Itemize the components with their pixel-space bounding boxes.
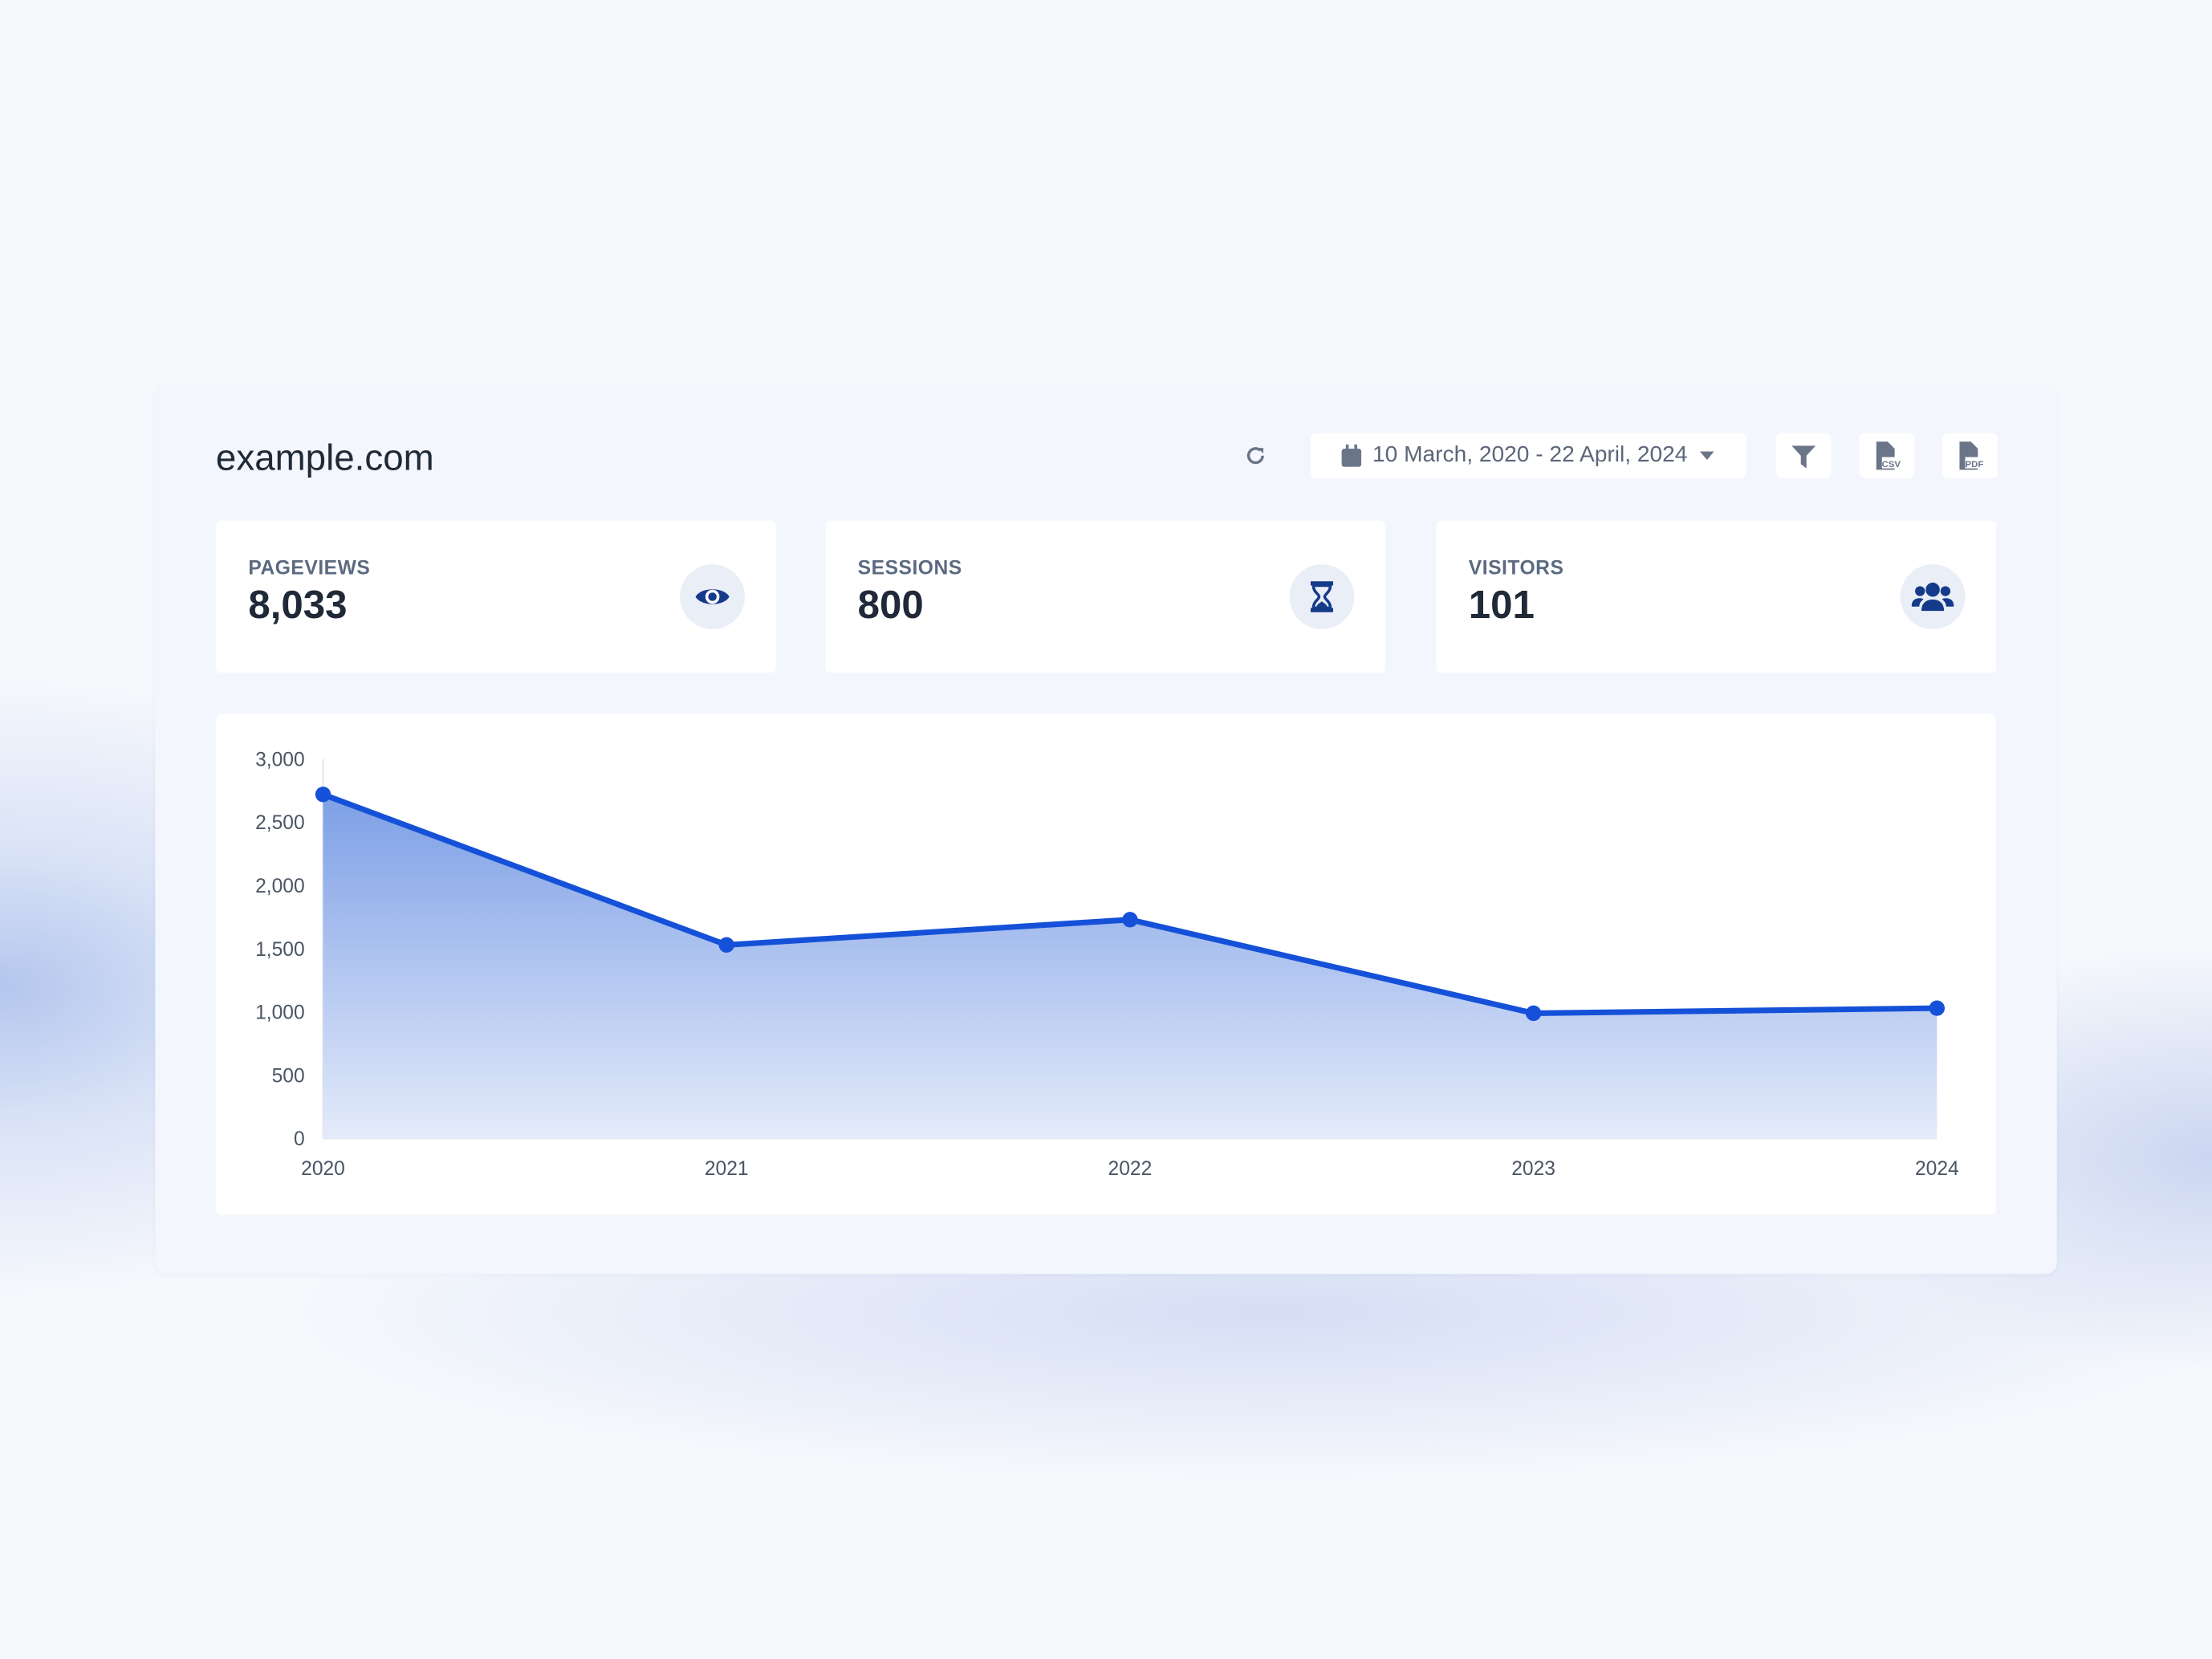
x-tick-label: 2020 — [301, 1158, 345, 1180]
data-point — [1122, 912, 1138, 928]
calendar-icon — [1341, 444, 1361, 467]
export-csv-button[interactable]: CSV — [1859, 433, 1915, 478]
site-title: example.com — [215, 436, 434, 478]
stat-value: 8,033 — [248, 582, 348, 627]
x-tick-label: 2022 — [1108, 1158, 1153, 1180]
data-point — [1525, 1005, 1542, 1022]
stat-card-sessions: SESSIONS 800 — [825, 520, 1386, 673]
eye-icon — [680, 564, 746, 629]
x-tick-label: 2024 — [1915, 1158, 1959, 1180]
chevron-down-icon — [1700, 451, 1714, 461]
pdf-file-icon: PDF — [1958, 441, 1983, 470]
data-point — [718, 937, 734, 953]
y-tick-label: 500 — [272, 1065, 305, 1087]
y-tick-label: 0 — [294, 1128, 305, 1150]
stat-value: 101 — [1468, 582, 1535, 627]
y-tick-label: 1,000 — [255, 1002, 305, 1024]
svg-text:CSV: CSV — [1881, 460, 1900, 470]
chart-svg: 0 500 1,000 1,500 2,000 2,500 3,000 2020 2021 202… — [255, 749, 1959, 1180]
svg-text:PDF: PDF — [1965, 460, 1983, 470]
stat-label: VISITORS — [1468, 555, 1564, 579]
export-pdf-button[interactable]: PDF — [1942, 433, 1998, 478]
filter-button[interactable] — [1775, 433, 1832, 478]
refresh-icon — [1246, 447, 1264, 465]
data-point — [315, 787, 331, 803]
y-tick-label: 2,500 — [255, 812, 305, 834]
filter-icon — [1791, 445, 1816, 468]
date-range-picker[interactable]: 10 March, 2020 - 22 April, 2024 — [1310, 433, 1747, 478]
stat-label: SESSIONS — [857, 555, 962, 579]
refresh-button[interactable] — [1238, 433, 1275, 478]
csv-file-icon: CSV — [1875, 441, 1900, 470]
x-tick-label: 2021 — [705, 1158, 749, 1180]
users-icon — [1900, 564, 1966, 629]
stat-card-visitors: VISITORS 101 — [1436, 520, 1997, 673]
data-point — [1929, 1000, 1945, 1016]
dashboard-card: example.com 10 March, 2020 - 22 April, 2… — [155, 384, 2057, 1275]
stat-label: PAGEVIEWS — [248, 555, 371, 579]
stat-card-pageviews: PAGEVIEWS 8,033 — [215, 520, 776, 673]
pageviews-chart: 0 500 1,000 1,500 2,000 2,500 3,000 2020 2021 202… — [215, 714, 1997, 1215]
stat-value: 800 — [857, 582, 924, 627]
x-tick-label: 2023 — [1511, 1158, 1555, 1180]
area-fill — [323, 794, 1938, 1139]
hourglass-icon — [1289, 564, 1355, 629]
y-tick-label: 3,000 — [255, 749, 305, 771]
y-tick-label: 2,000 — [255, 876, 305, 897]
y-tick-label: 1,500 — [255, 939, 305, 961]
date-range-text: 10 March, 2020 - 22 April, 2024 — [1372, 442, 1688, 467]
